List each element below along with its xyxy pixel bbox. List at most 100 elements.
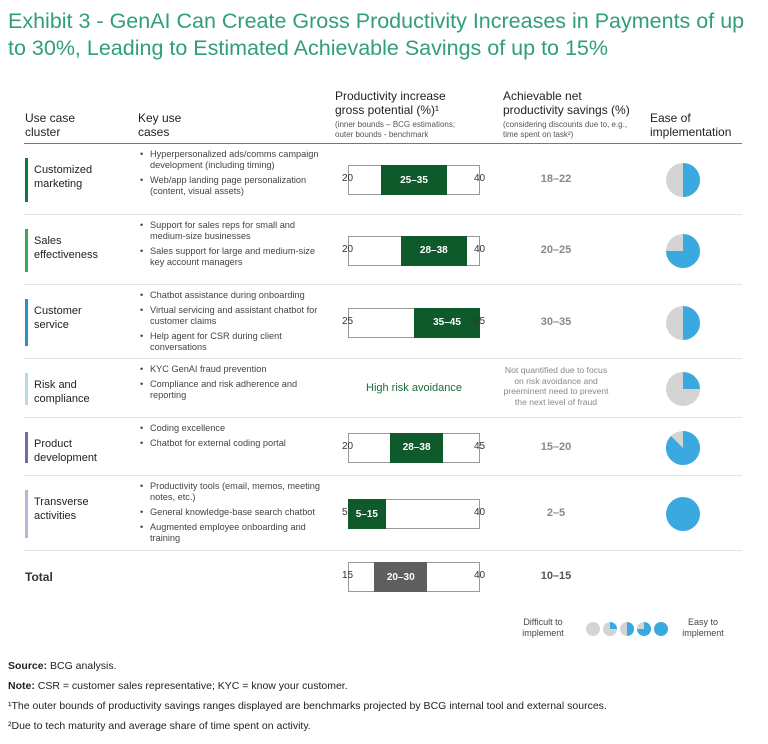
ease-pie-chart xyxy=(666,372,700,406)
productivity-range-bar-outer-high-label: 40 xyxy=(474,173,486,184)
note-text: CSR = customer sales representative; KYC… xyxy=(34,680,348,692)
net-savings-value: 2–5 xyxy=(546,507,566,519)
cluster-accent-bar xyxy=(25,299,28,346)
cluster-accent-bar xyxy=(25,490,28,538)
ease-pie-chart-slice xyxy=(666,430,700,465)
ease-pie-chart-slice xyxy=(683,163,700,197)
source-line: Source: BCG analysis. xyxy=(8,660,117,672)
total-net-savings: 10–15 xyxy=(540,570,572,582)
use-case-item: Hyperpersonalized ads/comms campaign dev… xyxy=(138,149,326,171)
cluster-label: Transverse activities xyxy=(34,496,89,522)
legend-pie xyxy=(586,622,600,641)
legend-pie-chart xyxy=(654,622,668,636)
productivity-range-bar-outer-low-label: 25 xyxy=(342,315,354,327)
use-case-item: Sales support for large and medium-size … xyxy=(138,246,326,268)
use-case-item: Coding excellence xyxy=(138,423,326,434)
total-range-bar-inner: 20–30 xyxy=(374,562,428,592)
row-divider xyxy=(24,284,742,285)
productivity-range-bar-outer-low-label: 20 xyxy=(342,173,354,184)
ease-pie xyxy=(666,372,700,411)
header-divider xyxy=(24,143,742,144)
productivity-range-bar-inner: 35–45 xyxy=(414,307,480,338)
use-case-list: Coding excellence Chatbot for external co… xyxy=(138,423,326,453)
row-divider xyxy=(24,214,742,215)
legend-pie xyxy=(654,622,668,641)
footnote-2: ²Due to tech maturity and average share … xyxy=(8,720,311,732)
use-case-item: Compliance and risk adherence and report… xyxy=(138,379,326,401)
total-label: Total xyxy=(25,570,53,584)
source-label: Source: xyxy=(8,660,48,672)
use-case-list: KYC GenAI fraud prevention Compliance and… xyxy=(138,364,326,405)
cluster-label: Sales effectiveness xyxy=(34,235,99,261)
productivity-range-bar: 28–38 20 45 xyxy=(340,432,488,463)
productivity-range-bar: 5–15 5 40 xyxy=(340,499,488,529)
ease-pie xyxy=(666,305,700,345)
use-case-item: Augmented employee onboarding and traini… xyxy=(138,522,326,544)
use-case-list: Productivity tools (email, memos, meetin… xyxy=(138,481,326,548)
net-savings-value: 18–22 xyxy=(540,173,572,185)
productivity-range-bar-outer-high-label: 45 xyxy=(474,440,486,452)
use-case-item: KYC GenAI fraud prevention xyxy=(138,364,326,375)
productivity-range-bar: 35–45 25 45 xyxy=(340,307,488,338)
productivity-range-bar-outer-low-label: 5 xyxy=(342,507,348,518)
legend-pie-chart-slice xyxy=(627,622,634,636)
total-range-bar-outer-low-label: 15 xyxy=(342,570,354,581)
use-case-list: Chatbot assistance during onboarding Virt… xyxy=(138,290,326,357)
ease-pie xyxy=(666,163,700,202)
productivity-range-bar-outer-low-label: 20 xyxy=(342,440,354,452)
legend-pie-chart-slice xyxy=(610,622,617,629)
note-label: Note: xyxy=(8,680,35,692)
legend-pie xyxy=(620,622,634,641)
total-range-bar: 20–30 15 40 xyxy=(340,562,488,592)
use-case-item: Support for sales reps for small and med… xyxy=(138,220,326,242)
legend-pie-chart-background xyxy=(654,622,668,636)
ease-pie-chart-slice xyxy=(666,233,700,268)
footnote-1: ¹The outer bounds of productivity saving… xyxy=(8,700,607,712)
productivity-range-bar-inner: 5–15 xyxy=(348,499,386,529)
ease-pie-chart-slice xyxy=(683,372,700,389)
source-text: BCG analysis. xyxy=(47,660,117,672)
use-case-item: Chatbot for external coding portal xyxy=(138,438,326,449)
header-net: Achievable net productivity savings (%) xyxy=(503,89,630,117)
ease-pie-chart xyxy=(666,233,700,268)
legend-pie-chart xyxy=(620,622,634,636)
ease-pie-chart xyxy=(666,163,700,197)
cluster-label: Customer service xyxy=(34,305,82,331)
legend-pie-chart-background xyxy=(586,622,600,636)
net-savings-value: 15–20 xyxy=(540,440,572,453)
ease-pie-chart-slice xyxy=(683,305,700,340)
ease-pie xyxy=(666,233,700,273)
legend-pie xyxy=(603,622,617,641)
productivity-range-bar-inner: 28–38 xyxy=(400,235,467,266)
use-case-list: Hyperpersonalized ads/comms campaign dev… xyxy=(138,149,326,201)
header-net-sub: (considering discounts due to, e.g., tim… xyxy=(503,120,628,139)
use-case-item: Help agent for CSR during client convers… xyxy=(138,331,326,353)
productivity-range-bar: 25–35 20 40 xyxy=(340,165,488,195)
legend-pie-chart xyxy=(586,622,600,636)
header-ease: Ease of implementation xyxy=(650,111,732,139)
productivity-range-bar: 28–38 20 40 xyxy=(340,235,488,266)
use-case-item: Web/app landing page personalization (co… xyxy=(138,175,326,197)
legend-difficult: Difficult to implement xyxy=(522,617,564,638)
use-case-item: Productivity tools (email, memos, meetin… xyxy=(138,481,326,503)
productivity-range-bar-outer-low-label: 20 xyxy=(342,243,354,255)
cluster-label: Risk and compliance xyxy=(34,379,90,405)
productivity-range-bar-outer-high-label: 40 xyxy=(474,243,486,255)
note-line: Note: CSR = customer sales representativ… xyxy=(8,680,348,692)
legend-easy: Easy to implement xyxy=(682,617,724,638)
cluster-label: Product development xyxy=(34,438,97,464)
ease-pie-chart xyxy=(666,305,700,340)
use-case-item: Virtual servicing and assistant chatbot … xyxy=(138,305,326,327)
productivity-range-bar-inner: 28–38 xyxy=(390,432,444,463)
cluster-label: Customized marketing xyxy=(34,164,93,190)
total-range-bar-outer-high-label: 40 xyxy=(474,570,486,581)
net-savings-value: 30–35 xyxy=(540,315,572,328)
legend-pie-chart xyxy=(603,622,617,636)
cluster-accent-bar xyxy=(25,373,28,405)
row-divider xyxy=(24,475,742,476)
ease-pie xyxy=(666,430,700,470)
net-savings-value: 20–25 xyxy=(540,243,572,256)
row-divider xyxy=(24,358,742,359)
header-cluster: Use case cluster xyxy=(25,111,76,139)
ease-pie-chart xyxy=(666,430,700,465)
